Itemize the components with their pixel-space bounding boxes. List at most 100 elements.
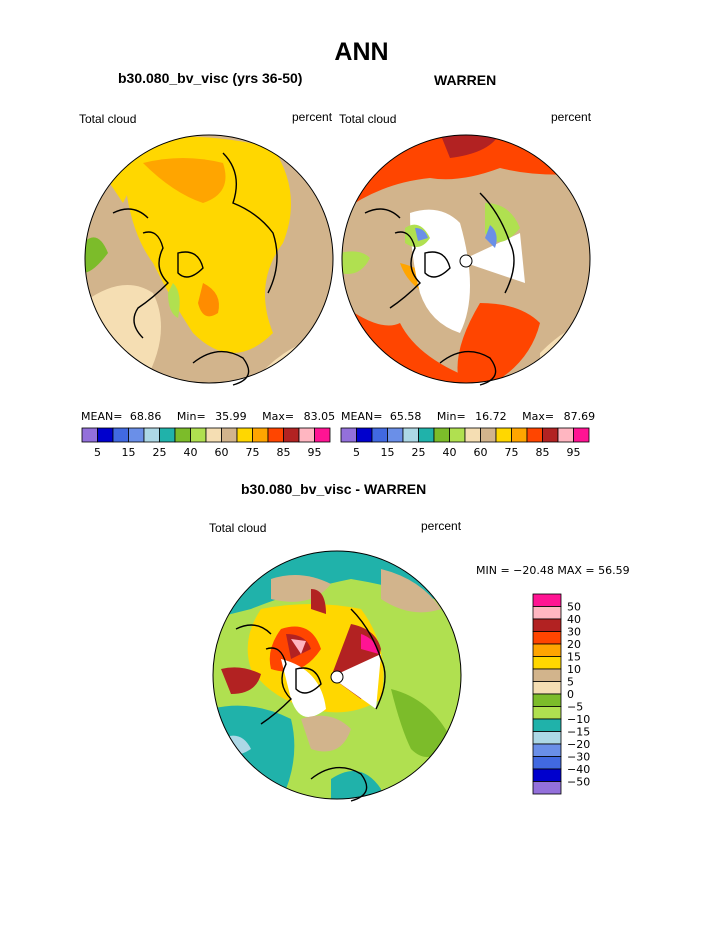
panel2-colorbar-swatch (402, 427, 419, 443)
panel3-colorbar-swatch (532, 768, 562, 782)
panel1-polar-map (84, 134, 334, 386)
panel2-colorbar-tick-label: 40 (443, 446, 457, 459)
panel1-units-label: percent (292, 110, 333, 124)
panel2-colorbar-tick-label: 15 (381, 446, 395, 459)
panel3-colorbar-tick-label: 10 (567, 663, 581, 676)
panel1-max-label: Max= (262, 410, 295, 423)
panel3-colorbar-swatch (532, 743, 562, 757)
panel1-colorbar-tick-label: 95 (308, 446, 322, 459)
panel3-colorbar-tick-label: 30 (567, 626, 581, 639)
panel2-mean-label: MEAN= (341, 410, 383, 423)
panel1-max-value: 83.05 (303, 410, 336, 423)
panel1-mean-label: MEAN= (81, 410, 123, 423)
panel1-colorbar-swatch (221, 427, 238, 443)
panel1-colorbar-tick-label: 5 (94, 446, 101, 459)
panel2-max-label: Max= (522, 410, 555, 423)
panel3-units-label: percent (421, 519, 462, 533)
panel2-colorbar-swatch (573, 427, 590, 443)
panel2-colorbar-swatch (418, 427, 435, 443)
panel1-min-label: Min= (176, 410, 206, 423)
panel3-colorbar-swatch (532, 668, 562, 682)
panel2-colorbar: 5 15 25 40 60 75 85 95 (340, 427, 590, 459)
panel2-colorbar-swatch (356, 427, 373, 443)
panel2-colorbar-swatch (542, 427, 559, 443)
panel2-colorbar-swatch (480, 427, 497, 443)
panel1-colorbar-swatch (205, 427, 222, 443)
panel1-colorbar-swatch (283, 427, 300, 443)
panel2-mean-value: 65.58 (389, 410, 422, 423)
panel2-colorbar-swatch (387, 427, 404, 443)
panel3-title: b30.080_bv_visc - WARREN (241, 481, 427, 497)
panel2-colorbar-tick-label: 95 (567, 446, 581, 459)
panel3-colorbar-tick-label: 0 (567, 688, 574, 701)
panel3-colorbar-swatch (532, 781, 562, 795)
panel2-colorbar-tick-label: 75 (505, 446, 519, 459)
panel1-stats: MEAN= 68.86 Min= 35.99 Max= 83.05 (81, 410, 335, 423)
panel1-colorbar-swatch (112, 427, 129, 443)
panel1-colorbar-swatch (97, 427, 114, 443)
panel2-colorbar-swatch (464, 427, 481, 443)
panel3-colorbar-tick-label: 20 (567, 638, 581, 651)
panel3-colorbar-swatch (532, 731, 562, 745)
panel3-colorbar-tick-label: 15 (567, 651, 581, 664)
panel1-colorbar-swatch (81, 427, 98, 443)
panel3-colorbar-swatch (532, 756, 562, 770)
panel2-colorbar-swatch (557, 427, 574, 443)
panel1-colorbar-swatch (128, 427, 145, 443)
panel1-colorbar-tick-label: 75 (246, 446, 260, 459)
panel1-mean-value: 68.86 (129, 410, 162, 423)
panel3-difference-map (212, 550, 462, 802)
panel2-colorbar-tick-label: 60 (474, 446, 488, 459)
panel1-colorbar-swatch (174, 427, 191, 443)
panel3-minmax: MIN = −20.48 MAX = 56.59 (476, 564, 630, 577)
panel3-colorbar-swatch (532, 643, 562, 657)
panel3-colorbar-swatch (532, 681, 562, 695)
panel1-variable-label: Total cloud (79, 112, 137, 126)
panel1-colorbar-swatch (267, 427, 284, 443)
panel1-min-value: 35.99 (215, 410, 247, 423)
panel3-colorbar-tick-label: −5 (567, 701, 583, 714)
panel3-colorbar-tick-label: 40 (567, 613, 581, 626)
panel1-colorbar-swatch (314, 427, 331, 443)
panel1-colorbar: 5 15 25 40 60 75 85 95 (81, 427, 331, 459)
panel1-colorbar-swatch (190, 427, 207, 443)
panel2-title: WARREN (434, 72, 497, 88)
panel3-colorbar-swatch (532, 656, 562, 670)
panel1-colorbar-swatch (252, 427, 269, 443)
panel3-colorbar-tick-label: 50 (567, 601, 581, 614)
panel3-colorbar-swatch (532, 706, 562, 720)
panel2-colorbar-swatch (449, 427, 466, 443)
panel2-colorbar-tick-label: 5 (353, 446, 360, 459)
panel1-colorbar-swatch (143, 427, 160, 443)
panel2-colorbar-swatch (495, 427, 512, 443)
panel2-colorbar-swatch (526, 427, 543, 443)
panel3-colorbar-tick-label: −20 (567, 738, 590, 751)
panel3-colorbar-swatch (532, 606, 562, 620)
panel1-colorbar-swatch (298, 427, 315, 443)
panel3-colorbar-tick-label: 5 (567, 676, 574, 689)
panel2-units-label: percent (551, 110, 592, 124)
panel2-max-value: 87.69 (563, 410, 596, 423)
panel2-min-value: 16.72 (475, 410, 507, 423)
panel2-colorbar-tick-label: 25 (412, 446, 426, 459)
panel1-title: b30.080_bv_visc (yrs 36-50) (118, 70, 303, 86)
panel3-colorbar-swatch (532, 618, 562, 632)
panel3-variable-label: Total cloud (209, 521, 267, 535)
panel1-colorbar-tick-label: 60 (215, 446, 229, 459)
panel3-colorbar-tick-label: −15 (567, 726, 590, 739)
panel1-colorbar-swatch (236, 427, 253, 443)
panel2-colorbar-tick-label: 85 (536, 446, 550, 459)
main-title: ANN (334, 38, 389, 66)
panel2-colorbar-swatch (371, 427, 388, 443)
panel1-colorbar-swatch (159, 427, 176, 443)
panel3-colorbar-swatch (532, 718, 562, 732)
panel3-colorbar-tick-label: −40 (567, 763, 590, 776)
panel3-colorbar-tick-label: −30 (567, 751, 590, 764)
panel1-colorbar-tick-label: 25 (153, 446, 167, 459)
panel3-colorbar-swatch (532, 593, 562, 607)
panel3-colorbar-tick-label: −10 (567, 713, 590, 726)
panel1-colorbar-tick-label: 15 (122, 446, 136, 459)
panel2-colorbar-swatch (511, 427, 528, 443)
panel2-min-label: Min= (436, 410, 466, 423)
